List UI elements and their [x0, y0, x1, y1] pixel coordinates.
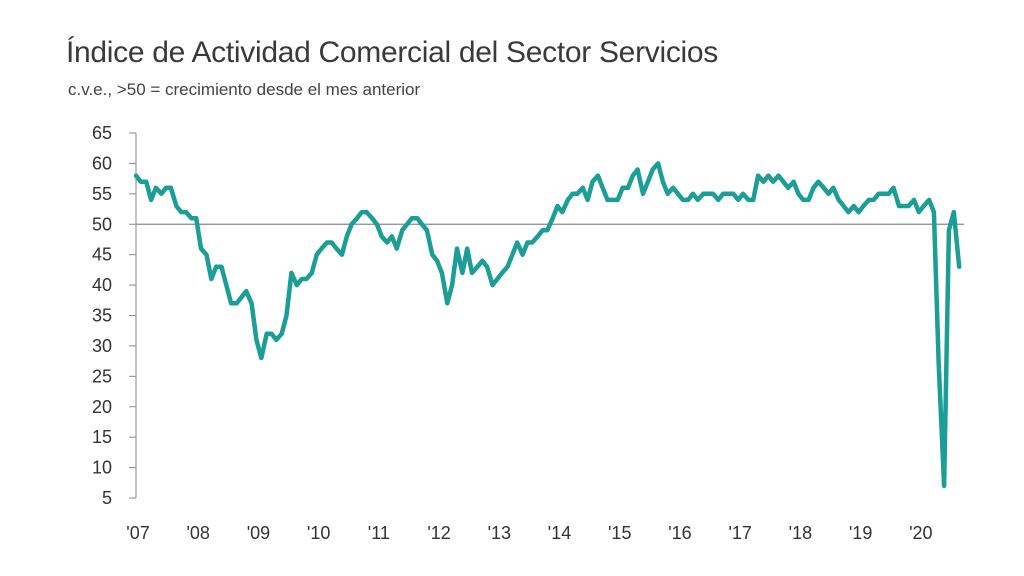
y-tick-label: 40 [92, 275, 112, 295]
x-tick-label: '15 [608, 523, 631, 543]
y-tick-label: 60 [92, 153, 112, 173]
axes: 5 10 15 20 25 30 35 40 45 50 55 60 65 '07 '08 '09 '10 '11… [92, 123, 964, 543]
x-tick-label: '13 [488, 523, 511, 543]
y-tick-label: 35 [92, 306, 112, 326]
x-tick-label: '19 [849, 523, 872, 543]
x-tick-label: '16 [668, 523, 691, 543]
y-tick-label: 55 [92, 184, 112, 204]
series-line [133, 161, 962, 489]
x-tick-label: '09 [247, 523, 270, 543]
y-tick-label: 5 [102, 488, 112, 508]
y-tick-label: 65 [92, 123, 112, 143]
x-tick-label: '18 [789, 523, 812, 543]
x-tick-label: '17 [728, 523, 751, 543]
y-tick-label: 25 [92, 366, 112, 386]
y-tick-label: 15 [92, 427, 112, 447]
x-tick-label: '14 [548, 523, 571, 543]
x-tick-label: '12 [427, 523, 450, 543]
y-tick-label: 20 [92, 397, 112, 417]
x-tick-label: '07 [126, 523, 149, 543]
y-tick-label: 45 [92, 245, 112, 265]
x-tick-label: '10 [307, 523, 330, 543]
y-tick-label: 50 [92, 214, 112, 234]
x-tick-label: '11 [368, 523, 390, 543]
chart-title: Índice de Actividad Comercial del Sector… [66, 36, 718, 69]
x-tick-label: '08 [186, 523, 209, 543]
y-tick-label: 30 [92, 336, 112, 356]
chart-subtitle: c.v.e., >50 = crecimiento desde el mes a… [68, 80, 421, 99]
x-tick-label: '20 [909, 523, 932, 543]
series-layer [133, 161, 962, 489]
y-tick-label: 10 [92, 458, 112, 478]
